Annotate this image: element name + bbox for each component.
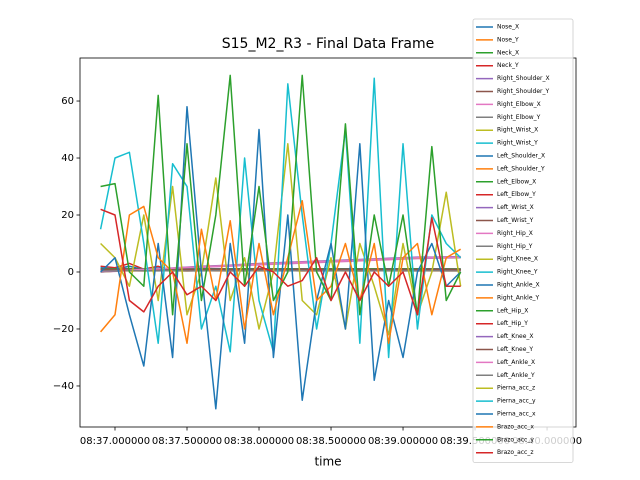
legend-label: Brazo_acc_x — [497, 423, 534, 430]
legend-label: Neck_X — [497, 49, 519, 56]
legend-label: Left_Hip_Y — [497, 320, 528, 327]
x-axis-label: time — [314, 455, 341, 469]
legend-label: Pierna_acc_x — [497, 411, 536, 418]
chart-title: S15_M2_R3 - Final Data Frame — [222, 36, 435, 52]
legend-label: Left_Elbow_Y — [497, 191, 536, 198]
x-tick-label: 08:37.000000 — [80, 436, 150, 447]
legend-box — [472, 18, 574, 464]
y-tick-label: 20 — [61, 210, 74, 221]
legend-label: Right_Knee_Y — [497, 269, 538, 276]
axes-frame — [79, 57, 577, 428]
legend-label: Left_Wrist_X — [497, 204, 534, 211]
series-line — [100, 208, 461, 316]
plot-area — [99, 74, 462, 410]
legend-label: Left_Hip_X — [497, 307, 528, 314]
y-tick-label: −20 — [53, 324, 74, 335]
legend-label: Neck_Y — [497, 62, 519, 69]
legend-label: Right_Knee_X — [497, 256, 538, 263]
legend-label: Right_Ankle_Y — [497, 294, 540, 301]
y-tick-label: −40 — [53, 381, 74, 392]
legend-label: Right_Wrist_Y — [497, 140, 538, 147]
legend-label: Right_Wrist_X — [497, 127, 538, 134]
legend-label: Nose_X — [497, 24, 519, 31]
legend-label: Right_Hip_X — [497, 230, 533, 237]
legend-label: Left_Shoulder_Y — [497, 165, 545, 172]
legend-label: Left_Shoulder_X — [497, 153, 545, 160]
series-line — [100, 74, 462, 316]
legend-label: Left_Ankle_Y — [497, 372, 535, 379]
legend-label: Left_Ankle_X — [497, 359, 535, 366]
legend-label: Brazo_acc_y — [497, 436, 534, 443]
legend-label: Left_Elbow_X — [497, 178, 536, 185]
legend-label: Brazo_acc_z — [497, 449, 534, 456]
x-tick-label: 08:37.500000 — [152, 436, 222, 447]
legend-label: Left_Wrist_Y — [497, 217, 534, 224]
x-tick-label: 08:39.000000 — [368, 436, 438, 447]
series-line — [99, 77, 462, 359]
y-tick-label: 40 — [61, 153, 74, 164]
x-tick-label: 08:38.500000 — [296, 436, 366, 447]
legend-label: Right_Elbow_Y — [497, 114, 541, 121]
y-tick-label: 60 — [61, 96, 74, 107]
legend-label: Right_Elbow_X — [497, 101, 541, 108]
y-tick-label: 0 — [68, 267, 74, 278]
legend-label: Pierna_acc_z — [497, 385, 535, 392]
legend-label: Right_Shoulder_Y — [497, 88, 550, 95]
legend-label: Nose_Y — [497, 36, 519, 43]
legend-label: Pierna_acc_y — [497, 398, 536, 405]
x-tick-label: 08:38.000000 — [224, 436, 294, 447]
legend-label: Left_Knee_X — [497, 333, 534, 340]
legend-label: Right_Ankle_X — [497, 282, 540, 289]
legend-label: Right_Hip_Y — [497, 243, 533, 250]
legend-label: Right_Shoulder_X — [497, 75, 550, 82]
legend-label: Left_Knee_Y — [497, 346, 533, 353]
